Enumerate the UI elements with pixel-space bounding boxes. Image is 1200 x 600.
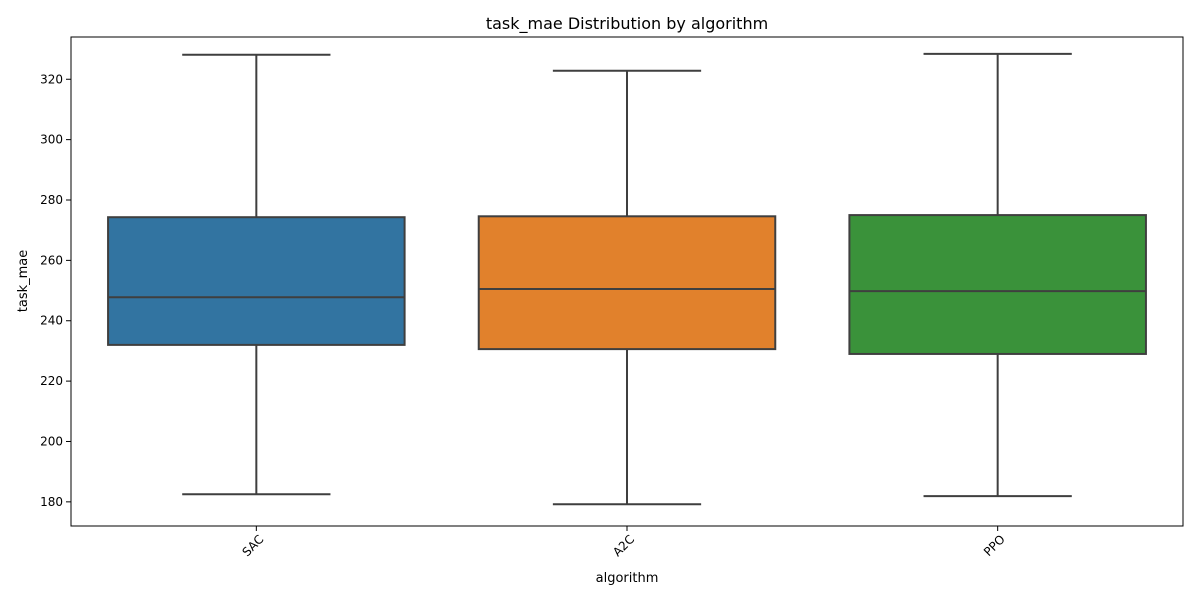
y-tick-label: 320 <box>40 72 63 86</box>
chart-title: task_mae Distribution by algorithm <box>486 14 768 34</box>
box-series <box>107 52 1147 506</box>
y-tick-label: 200 <box>40 434 63 448</box>
y-axis-ticks: 180 200 220 240 260 280 300 320 <box>40 72 71 509</box>
iqr-box <box>107 216 406 346</box>
iqr-box <box>848 214 1147 355</box>
y-axis-label: task_mae <box>16 250 31 313</box>
x-axis-label: algorithm <box>596 571 659 586</box>
box-sac <box>107 53 406 496</box>
box-ppo <box>848 52 1147 498</box>
y-tick-label: 220 <box>40 374 63 388</box>
y-tick-label: 300 <box>40 133 63 147</box>
x-tick-label: A2C <box>610 532 637 559</box>
x-tick-label: PPO <box>981 532 1008 559</box>
y-tick-label: 240 <box>40 314 63 328</box>
y-tick-label: 180 <box>40 495 63 509</box>
x-axis-ticks: SAC A2C PPO <box>239 526 1008 559</box>
iqr-box <box>477 215 777 351</box>
box-a2c <box>477 69 777 506</box>
plot-frame <box>70 36 1184 527</box>
y-tick-label: 260 <box>40 253 63 267</box>
y-tick-label: 280 <box>40 193 63 207</box>
x-tick-label: SAC <box>239 532 266 559</box>
